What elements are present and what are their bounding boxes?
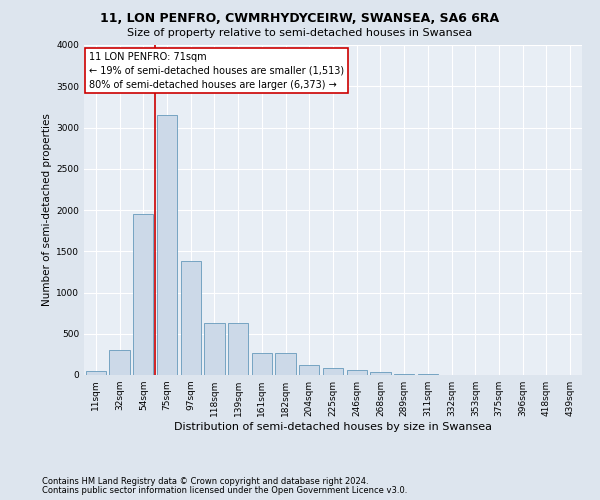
Bar xyxy=(370,372,391,375)
Bar xyxy=(394,374,414,375)
Y-axis label: Number of semi-detached properties: Number of semi-detached properties xyxy=(42,114,52,306)
Text: Contains public sector information licensed under the Open Government Licence v3: Contains public sector information licen… xyxy=(42,486,407,495)
Bar xyxy=(86,371,106,375)
Bar xyxy=(347,370,367,375)
Text: Size of property relative to semi-detached houses in Swansea: Size of property relative to semi-detach… xyxy=(127,28,473,38)
Bar xyxy=(181,261,201,375)
Bar xyxy=(299,365,319,375)
Bar xyxy=(109,350,130,375)
Bar xyxy=(418,374,438,375)
Bar xyxy=(205,323,224,375)
Bar xyxy=(157,115,177,375)
Text: 11 LON PENFRO: 71sqm
← 19% of semi-detached houses are smaller (1,513)
80% of se: 11 LON PENFRO: 71sqm ← 19% of semi-detac… xyxy=(89,52,344,90)
Bar xyxy=(323,368,343,375)
Bar xyxy=(252,352,272,375)
Bar xyxy=(133,214,154,375)
X-axis label: Distribution of semi-detached houses by size in Swansea: Distribution of semi-detached houses by … xyxy=(174,422,492,432)
Bar xyxy=(275,352,296,375)
Text: 11, LON PENFRO, CWMRHYDYCEIRW, SWANSEA, SA6 6RA: 11, LON PENFRO, CWMRHYDYCEIRW, SWANSEA, … xyxy=(100,12,500,26)
Bar xyxy=(228,323,248,375)
Text: Contains HM Land Registry data © Crown copyright and database right 2024.: Contains HM Land Registry data © Crown c… xyxy=(42,477,368,486)
